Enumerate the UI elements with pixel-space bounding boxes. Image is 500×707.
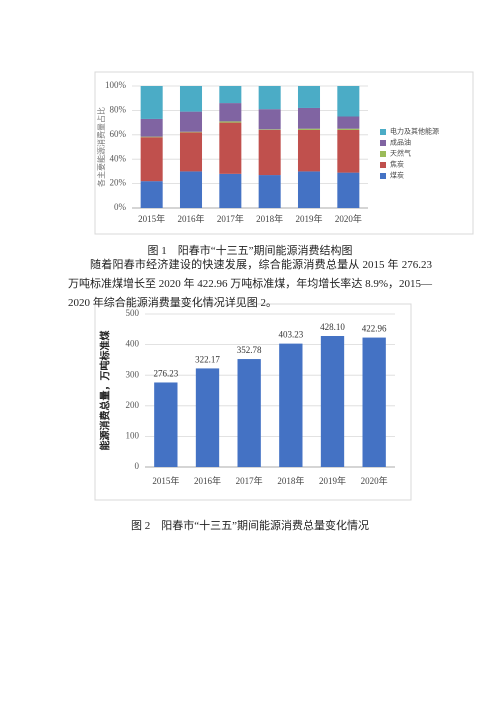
y-tick-label: 100%: [105, 80, 127, 90]
bar-segment: [140, 137, 163, 182]
bar-segment: [179, 111, 203, 132]
bar-segment: [140, 86, 163, 119]
bar-segment: [297, 129, 321, 172]
x-tick-label: 2020年: [361, 475, 388, 486]
x-tick-label: 2019年: [295, 213, 322, 224]
y-tick-label: 500: [126, 308, 140, 318]
bar-segment: [179, 131, 203, 133]
bar: [362, 337, 386, 467]
bar-segment: [140, 118, 163, 137]
legend-swatch: [380, 129, 386, 135]
legend-label: 焦炭: [390, 160, 404, 169]
x-tick-label: 2020年: [335, 213, 362, 224]
legend-swatch: [380, 151, 386, 157]
y-tick-label: 100: [126, 430, 140, 440]
y-axis-label: 能源消费总量，万吨标准煤: [98, 331, 111, 451]
bar-segment: [337, 128, 360, 130]
bar-segment: [179, 86, 203, 112]
legend-swatch: [380, 162, 386, 168]
data-label: 422.96: [362, 324, 387, 334]
data-label: 428.10: [320, 322, 345, 332]
legend-swatch: [380, 140, 386, 146]
y-tick-label: 400: [126, 339, 140, 349]
bar-segment: [337, 129, 360, 173]
y-tick-label: 40%: [110, 153, 127, 163]
bar-segment: [337, 86, 360, 117]
bar: [195, 368, 220, 467]
y-tick-label: 200: [126, 400, 140, 410]
y-tick-label: 80%: [110, 104, 127, 114]
bar-segment: [297, 107, 321, 129]
legend-label: 天然气: [390, 149, 411, 158]
bar-segment: [297, 171, 321, 208]
x-tick-label: 2015年: [152, 475, 179, 486]
bar-segment: [337, 172, 360, 208]
figure-caption: 图 2 阳春市“十三五”期间能源消费总量变化情况: [130, 520, 369, 532]
x-tick-label: 2016年: [177, 213, 204, 224]
x-tick-label: 2017年: [217, 213, 244, 224]
legend-swatch: [380, 173, 386, 179]
bar: [237, 359, 261, 467]
data-label: 276.23: [153, 369, 178, 379]
y-tick-label: 20%: [110, 178, 127, 188]
bar-segment: [258, 109, 281, 130]
bar: [154, 382, 178, 467]
y-tick-label: 60%: [110, 129, 127, 139]
bar: [320, 336, 345, 467]
x-tick-label: 2018年: [277, 475, 304, 486]
bar-segment: [179, 171, 203, 208]
legend-label: 成品油: [390, 138, 411, 147]
x-tick-label: 2019年: [319, 475, 346, 486]
bar-segment: [258, 175, 281, 208]
bar-segment: [258, 129, 281, 176]
data-label: 403.23: [278, 330, 303, 340]
data-label: 322.17: [195, 354, 220, 364]
data-label: 352.78: [237, 345, 262, 355]
bar-segment: [297, 128, 321, 130]
bar-segment: [140, 181, 163, 208]
bar-segment: [297, 86, 321, 108]
y-axis-label: 各主要能源消费量占比: [96, 107, 106, 187]
x-tick-label: 2018年: [256, 213, 283, 224]
y-tick-label: 0%: [114, 202, 127, 212]
bar-segment: [258, 86, 281, 110]
bar-segment: [219, 121, 242, 123]
x-tick-label: 2016年: [194, 475, 221, 486]
legend-label: 电力及其他能源: [390, 127, 439, 136]
legend-label: 煤炭: [390, 171, 404, 180]
bar: [279, 343, 303, 467]
paragraph: 随着阳春市经济建设的快速发展，综合能源消费总量从 2015 年 276.23 万…: [68, 259, 432, 309]
bar-segment: [219, 173, 242, 208]
bar-segment: [140, 136, 163, 138]
bar-segment: [219, 86, 242, 104]
bar-segment: [258, 129, 281, 130]
y-tick-label: 300: [126, 369, 140, 379]
bar-segment: [337, 116, 360, 129]
bar-segment: [219, 103, 242, 122]
figure-caption: 图 1 阳春市“十三五”期间能源消费结构图: [147, 245, 353, 257]
bar-segment: [179, 132, 203, 172]
x-tick-label: 2015年: [138, 213, 165, 224]
bar-segment: [219, 122, 242, 174]
y-tick-label: 0: [135, 461, 140, 471]
x-tick-label: 2017年: [236, 475, 263, 486]
